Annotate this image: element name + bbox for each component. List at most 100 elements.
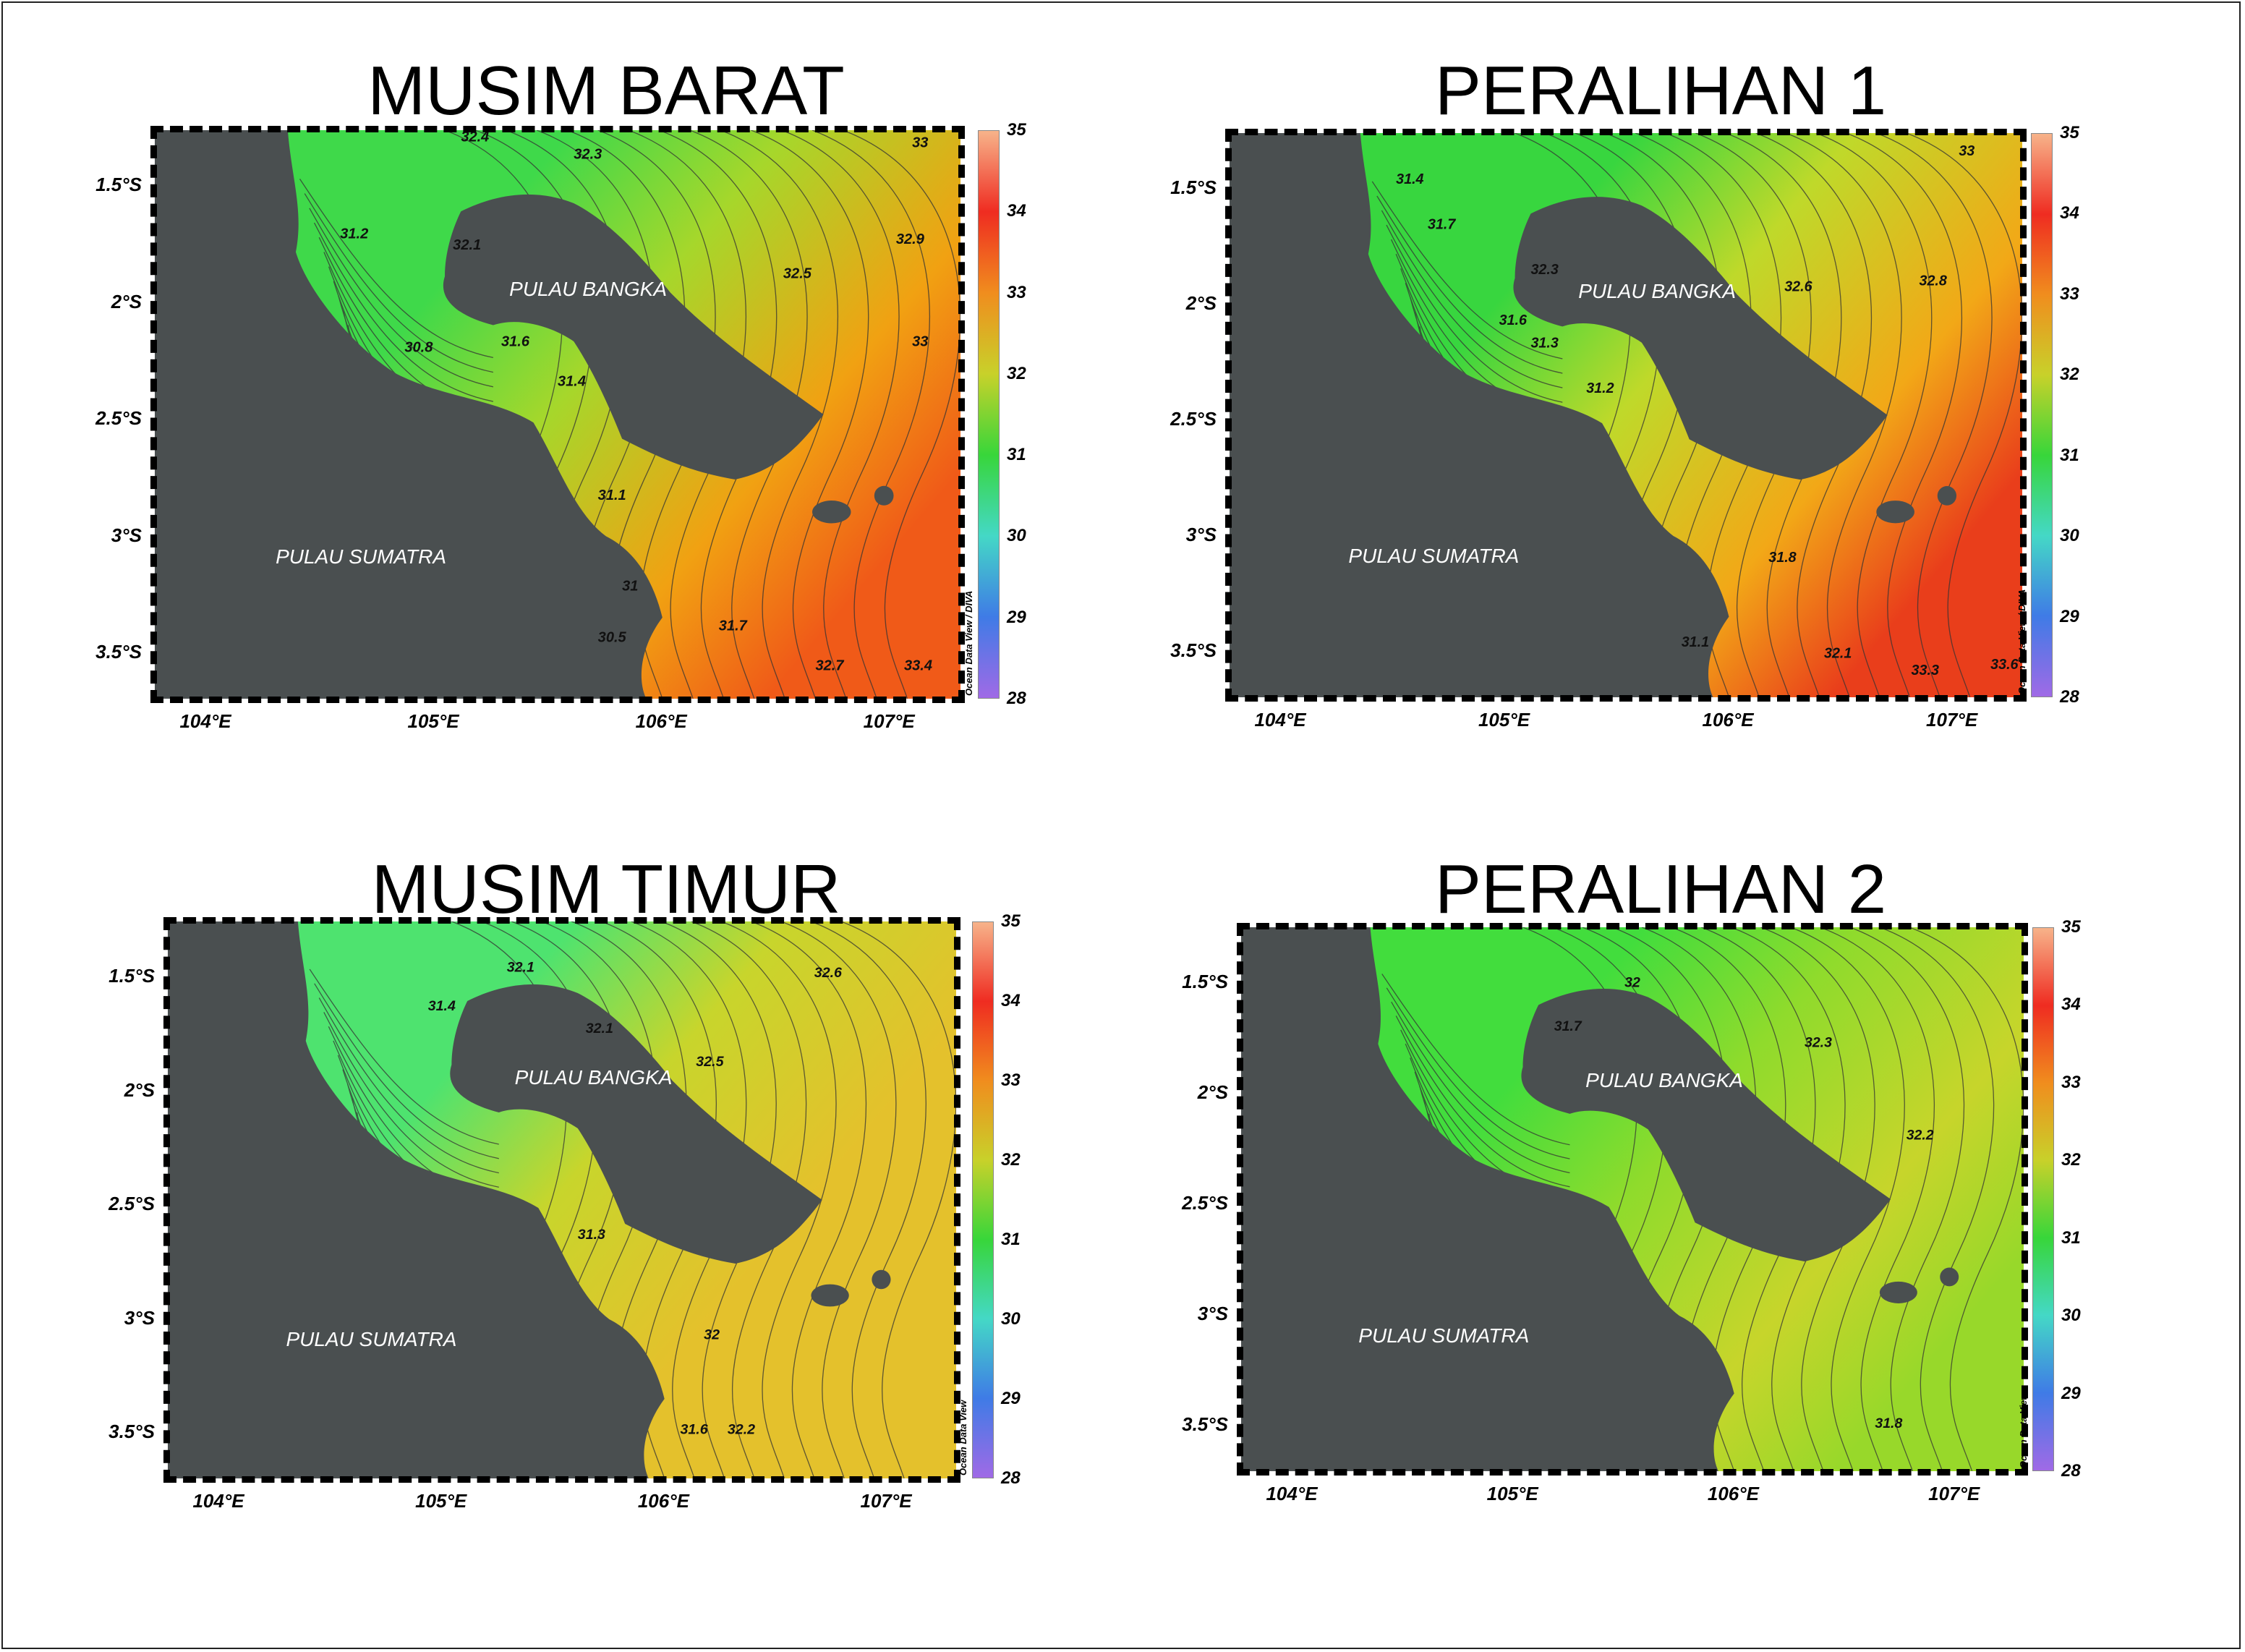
island-label-sumatra: PULAU SUMATRA [1358, 1324, 1530, 1347]
bangka-land [1521, 988, 1891, 1261]
contour-label: 32.1 [507, 959, 534, 975]
panel-title: PERALIHAN 1 [1434, 52, 1887, 129]
colorbar-tick-label: 32 [2060, 365, 2079, 385]
salinity-map: 32.1 31.4 32.6 32.5 32.1 31.3 32 31.6 32.2 PULAU … [168, 921, 956, 1478]
contour-label: 32.8 [1920, 273, 1948, 289]
contour-label: 31.4 [558, 374, 586, 390]
contour-label: 30.8 [404, 339, 433, 355]
colorbar-tick-label: 35 [1007, 120, 1026, 140]
contour-label: 31.7 [1554, 1018, 1582, 1034]
contour-label: 32.3 [1530, 262, 1558, 278]
bangka-land [1513, 197, 1888, 480]
salinity-colorbar [2032, 927, 2054, 1471]
contour-label: 33 [1959, 143, 1975, 159]
island-label-sumatra: PULAU SUMATRA [1348, 545, 1520, 568]
contour-label: 31.1 [1682, 634, 1709, 650]
colorbar-tick-label: 35 [2061, 917, 2081, 937]
contour-label: 31.7 [719, 618, 748, 634]
sumatra-land [1230, 133, 1729, 697]
panel-title: MUSIM TIMUR [371, 851, 841, 928]
colorbar-tick-label: 32 [1007, 363, 1026, 383]
colorbar-tick-label: 31 [1001, 1230, 1021, 1249]
island-label-sumatra: PULAU SUMATRA [276, 545, 447, 568]
lat-tick-label: 3.5°S [95, 641, 142, 663]
colorbar-tick-label: 29 [1007, 607, 1026, 627]
contour-labels: 31.7 32 32.3 32.2 31.8 [1554, 975, 1934, 1431]
small-island [1940, 1267, 1959, 1287]
contour-label: 33.6 [1990, 657, 2019, 673]
colorbar-tick-label: 29 [2061, 1383, 2081, 1403]
colorbar-tick-label: 29 [1001, 1389, 1021, 1408]
contour-label: 30.5 [598, 629, 627, 645]
contour-label: 32.9 [896, 231, 925, 247]
lon-tick-label: 105°E [1478, 709, 1530, 731]
colorbar-tick-label: 31 [2060, 445, 2079, 465]
contour-label: 32.5 [696, 1054, 724, 1070]
salinity-map-svg: 32.1 31.4 32.6 32.5 32.1 31.3 32 31.6 32.2 [168, 921, 956, 1478]
land-masses [168, 921, 891, 1478]
lat-tick-label: 2°S [124, 1078, 155, 1101]
colorbar-tick-label: 33 [2061, 1072, 2081, 1092]
colorbar-tick-label: 30 [2060, 526, 2079, 546]
contour-label: 32.2 [1907, 1127, 1934, 1143]
lat-tick-label: 2°S [1197, 1081, 1228, 1103]
contour-label: 32.3 [574, 146, 602, 162]
land-masses [1230, 133, 1957, 697]
colorbar-tick-label: 34 [1001, 991, 1021, 1010]
sumatra-land [168, 921, 665, 1478]
lon-tick-label: 104°E [192, 1490, 244, 1512]
lon-tick-label: 107°E [860, 1490, 912, 1512]
bangka-land [450, 984, 822, 1264]
contour-label: 32.6 [1784, 278, 1812, 294]
panel-title: PERALIHAN 2 [1434, 851, 1887, 928]
contour-label: 32.2 [728, 1421, 755, 1437]
contour-label: 33.3 [1912, 663, 1939, 678]
contour-labels: 31.4 31.7 32.3 31.631.3 31.2 32.6 32.8 33 31.8 31… [1396, 143, 2019, 678]
contour-label: 31.3 [1530, 335, 1558, 351]
lon-tick-label: 106°E [1702, 709, 1754, 731]
salinity-map: 32.4 32.3 31.2 32.1 30.8 31.6 31.4 31.1 31 30.5 31… [155, 130, 960, 699]
colorbar-tick-label: 35 [1001, 911, 1021, 931]
contour-label: 32.4 [461, 130, 489, 145]
contour-label: 33 [912, 135, 928, 151]
salinity-map: 31.4 31.7 32.3 31.6 31.3 31.2 32.6 32.8 33 31.8 31… [1230, 133, 2022, 697]
contour-label: 31.3 [578, 1227, 605, 1243]
contour-label: 33.4 [904, 658, 932, 674]
lat-tick-label: 3.5°S [108, 1421, 155, 1442]
lon-tick-label: 105°E [415, 1490, 467, 1512]
bangka-land [443, 194, 824, 480]
contour-label: 31.4 [428, 998, 456, 1014]
contour-label: 31 [622, 579, 638, 595]
small-island [811, 1284, 849, 1307]
lat-tick-label: 2.5°S [1170, 408, 1217, 430]
contour-label: 32.3 [1805, 1035, 1832, 1051]
contour-label: 32 [1624, 975, 1640, 991]
contour-label: 31.6 [1499, 312, 1528, 328]
island-label-bangka: PULAU BANGKA [509, 278, 668, 301]
colorbar-tick-label: 31 [2061, 1227, 2081, 1248]
salinity-colorbar [972, 921, 994, 1478]
contour-label: 32.1 [586, 1021, 613, 1036]
lon-tick-label: 104°E [1254, 709, 1306, 731]
software-credit: Ocean Data View [958, 1400, 968, 1476]
colorbar-tick-label: 30 [2061, 1306, 2081, 1326]
lon-tick-label: 104°E [179, 710, 231, 732]
small-island [812, 501, 851, 524]
land-masses [155, 130, 894, 699]
sumatra-land [1241, 927, 1734, 1471]
contour-label: 31.8 [1768, 550, 1797, 566]
lat-tick-label: 1.5°S [1182, 971, 1228, 992]
lat-tick-label: 1.5°S [1170, 176, 1217, 198]
software-credit: Ocean Data View / DIVA [2016, 589, 2027, 694]
colorbar-tick-label: 31 [1007, 445, 1026, 465]
colorbar-tick-label: 30 [1007, 526, 1026, 546]
contour-label: 31.4 [1396, 171, 1423, 187]
lat-tick-label: 2.5°S [95, 407, 142, 429]
salinity-colorbar [978, 130, 1000, 699]
small-island [1879, 1281, 1917, 1303]
sumatra-land [155, 130, 663, 699]
colorbar-tick-label: 28 [2061, 1461, 2081, 1481]
contour-label: 31.6 [681, 1421, 709, 1437]
lon-tick-label: 107°E [863, 710, 915, 732]
lat-tick-label: 1.5°S [108, 965, 155, 987]
